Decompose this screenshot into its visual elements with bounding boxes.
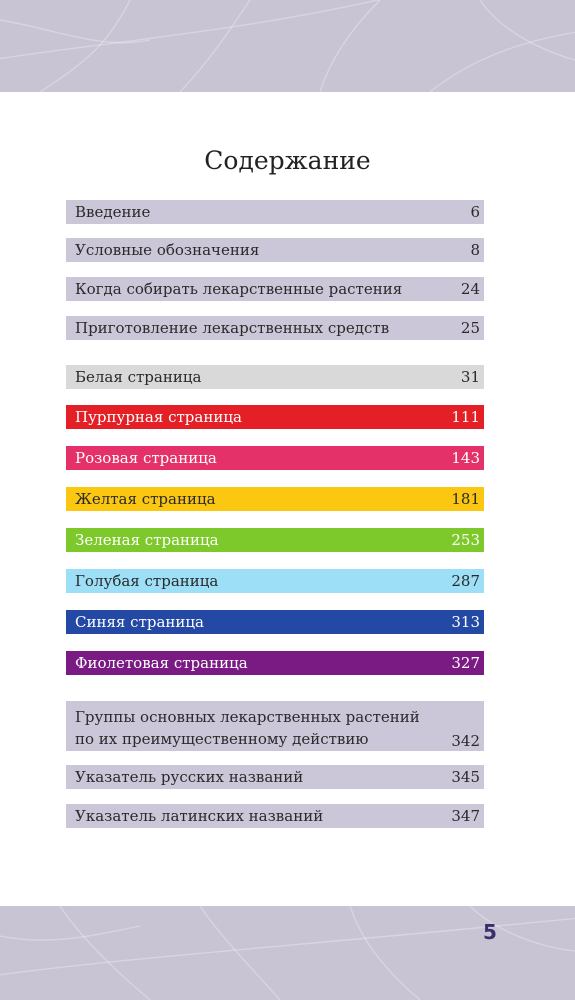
toc-entry[interactable]: Голубая страница 287 [66,569,484,593]
toc-entry-label: Голубая страница [75,572,219,590]
toc-entry-label: Когда собирать лекарственные растения [75,280,403,298]
toc-entry-page: 143 [451,449,480,467]
toc-entry-page: 24 [460,280,480,298]
toc-entry[interactable]: Указатель русских названий 345 [66,765,484,789]
toc-entry[interactable]: Зеленая страница 253 [66,528,484,552]
toc-entry-label: Синяя страница [75,613,204,631]
toc-entry-label: Группы основных лекарственных растений п… [75,708,420,748]
toc-entry-page: 181 [451,490,480,508]
leaf-texture-top [0,0,575,92]
header-leaf-band [0,0,575,92]
toc-entry[interactable]: Розовая страница 143 [66,446,484,470]
toc-entry-page: 342 [451,732,480,750]
toc-entry-label: Зеленая страница [75,531,219,549]
toc-entry[interactable]: Синяя страница 313 [66,610,484,634]
toc-entry[interactable]: Введение 6 [66,200,484,224]
toc-entry[interactable]: Желтая страница 181 [66,487,484,511]
footer-leaf-band: 5 [0,906,575,1000]
toc-entry-page: 25 [460,319,480,337]
toc-entry-page: 313 [451,613,480,631]
toc-entry[interactable]: Пурпурная страница 111 [66,405,484,429]
toc-entry-page: 253 [451,531,480,549]
toc-entry[interactable]: Фиолетовая страница 327 [66,651,484,675]
page-title: Содержание [204,146,371,175]
toc-entry[interactable]: Группы основных лекарственных растений п… [66,701,484,751]
toc-entry-label: Введение [75,203,151,221]
toc-entry[interactable]: Когда собирать лекарственные растения 24 [66,277,484,301]
toc-entry-page: 6 [470,203,480,221]
toc-entry-label: Розовая страница [75,449,217,467]
toc-entry-label: Белая страница [75,368,202,386]
toc-entry-page: 31 [460,368,480,386]
toc-entry-label: Указатель русских названий [75,768,304,786]
toc-entry-page: 8 [470,241,480,259]
toc-entry[interactable]: Указатель латинских названий 347 [66,804,484,828]
toc-entry-label: Желтая страница [75,490,216,508]
toc-entry[interactable]: Белая страница 31 [66,365,484,389]
toc-entry-label: Указатель латинских названий [75,807,324,825]
toc-entry-label: Фиолетовая страница [75,654,248,672]
toc-entry-page: 345 [451,768,480,786]
toc-entry[interactable]: Условные обозначения 8 [66,238,484,262]
leaf-texture-bottom [0,906,575,1000]
page-number: 5 [483,920,497,944]
toc-entry-label: Условные обозначения [75,241,260,259]
toc-entry-label: Пурпурная страница [75,408,242,426]
toc-entry-page: 287 [451,572,480,590]
toc-entry-label: Приготовление лекарственных средств [75,319,390,337]
toc-entry-page: 347 [451,807,480,825]
toc-entry[interactable]: Приготовление лекарственных средств 25 [66,316,484,340]
toc-entry-page: 327 [451,654,480,672]
toc-entry-page: 111 [451,408,480,426]
